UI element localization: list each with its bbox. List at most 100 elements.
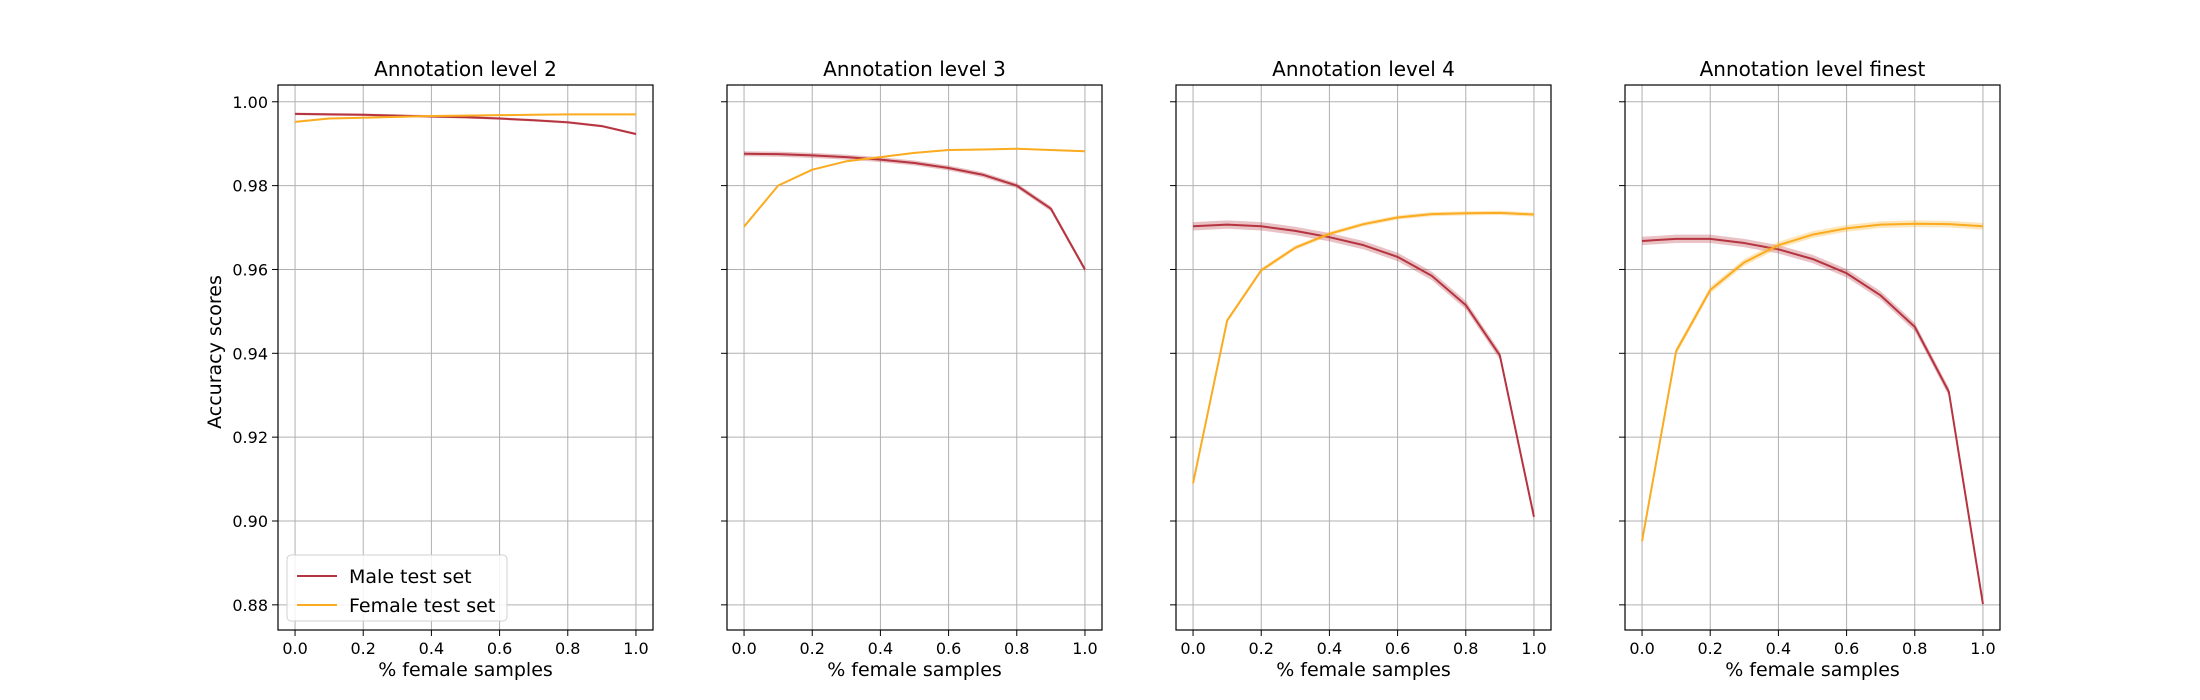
male-data-point xyxy=(982,174,984,176)
legend: Male test set Female test set xyxy=(286,554,508,622)
female-data-point xyxy=(1982,225,1984,227)
male-data-point xyxy=(1743,242,1745,244)
male-data-point xyxy=(1226,224,1228,226)
male-data-point xyxy=(1465,304,1467,306)
male-data-point xyxy=(1050,208,1052,210)
y-tick-label: 0.96 xyxy=(232,260,268,279)
plot-frame xyxy=(277,84,654,631)
female-confidence-band xyxy=(744,147,1085,228)
male-data-point xyxy=(1328,236,1330,238)
female-data-point xyxy=(982,149,984,151)
x-tick-label: 0.4 xyxy=(419,639,444,658)
panel-title: Annotation level 4 xyxy=(1272,57,1455,81)
female-data-point xyxy=(1465,212,1467,214)
female-data-point xyxy=(1743,261,1745,263)
male-data-point xyxy=(1016,185,1018,187)
female-data-point xyxy=(1641,540,1643,542)
panel-4: 0.0 0.2 0.4 0.6 0.8 1.0 Annotation level fines… xyxy=(1619,57,2001,681)
male-data-point xyxy=(845,156,847,158)
male-data-point xyxy=(1675,238,1677,240)
male-data-point xyxy=(567,121,569,123)
male-data-point xyxy=(1641,240,1643,242)
y-tick-label: 0.92 xyxy=(232,428,268,447)
female-data-point xyxy=(1363,223,1365,225)
female-data-point xyxy=(914,152,916,154)
female-data-point xyxy=(1499,212,1501,214)
male-data-point xyxy=(1431,275,1433,277)
female-data-point xyxy=(362,117,364,119)
female-data-point xyxy=(1084,150,1086,152)
panel-title: Annotation level 3 xyxy=(823,57,1006,81)
x-tick-label: 1.0 xyxy=(1072,639,1097,658)
female-data-point xyxy=(1226,320,1228,322)
female-series-line xyxy=(743,147,1085,228)
x-axis-label: % female samples xyxy=(1276,659,1451,681)
plot-frame xyxy=(1175,84,1552,631)
female-data-point xyxy=(1709,289,1711,291)
x-axis-label: % female samples xyxy=(1725,659,1900,681)
male-series-line xyxy=(1192,223,1535,518)
male-series-line xyxy=(1641,237,1984,605)
x-tick-label: 0.2 xyxy=(1698,639,1723,658)
male-data-point xyxy=(1880,294,1882,296)
y-tick-label: 0.94 xyxy=(232,344,268,363)
male-data-point xyxy=(777,153,779,155)
x-tick-label: 0.6 xyxy=(487,639,512,658)
y-tick-label: 0.88 xyxy=(232,596,268,615)
chart-panels: 0.0 0.2 0.4 0.6 0.8 1.0 0.88 0.90 0.92 0.94 0.96 0.… xyxy=(232,57,2001,681)
male-data-point xyxy=(1982,603,1984,605)
x-tick-label: 1.0 xyxy=(623,639,648,658)
female-data-point xyxy=(533,114,535,116)
female-data-point xyxy=(1533,214,1535,216)
male-data-point xyxy=(1260,225,1262,227)
legend-box xyxy=(286,554,508,622)
female-series-line xyxy=(1641,222,1984,542)
female-data-point xyxy=(1914,223,1916,225)
male-data-point xyxy=(533,119,535,121)
male-data-point xyxy=(362,114,364,116)
male-data-point xyxy=(743,153,745,155)
panel-1: 0.0 0.2 0.4 0.6 0.8 1.0 0.88 0.90 0.92 0.94 0.96 0.… xyxy=(232,57,654,681)
female-data-point xyxy=(635,113,637,115)
panel-title: Annotation level finest xyxy=(1700,57,1926,81)
female-data-point xyxy=(601,113,603,115)
male-confidence-band xyxy=(1642,234,1983,609)
x-tick-label: 0.8 xyxy=(1004,639,1029,658)
male-data-point xyxy=(1192,225,1194,227)
female-data-point xyxy=(811,169,813,171)
female-data-point xyxy=(845,160,847,162)
female-data-point xyxy=(328,118,330,120)
female-data-point xyxy=(1260,269,1262,271)
female-series-line xyxy=(1192,211,1535,484)
female-data-point xyxy=(1846,227,1848,229)
x-tick-label: 0.0 xyxy=(1180,639,1205,658)
x-tick-label: 0.2 xyxy=(1249,639,1274,658)
x-tick-label: 0.0 xyxy=(1629,639,1654,658)
female-data-point xyxy=(1675,350,1677,352)
male-series-line xyxy=(295,112,637,136)
female-data-point xyxy=(1397,216,1399,218)
female-data-point xyxy=(1016,148,1018,150)
panel-3: 0.0 0.2 0.4 0.6 0.8 1.0 Annotation level 4 % fe… xyxy=(1170,57,1552,681)
male-data-point xyxy=(1363,244,1365,246)
male-data-point xyxy=(1846,272,1848,274)
y-tick-label: 0.90 xyxy=(232,512,268,531)
female-series-line xyxy=(294,113,636,123)
female-data-point xyxy=(430,115,432,117)
female-data-point xyxy=(1948,223,1950,225)
male-confidence-band xyxy=(1193,220,1534,521)
female-data-point xyxy=(743,226,745,228)
female-data-point xyxy=(948,149,950,151)
female-data-point xyxy=(465,115,467,117)
female-data-point xyxy=(294,121,296,123)
x-tick-label: 0.2 xyxy=(800,639,825,658)
female-data-point xyxy=(879,156,881,158)
male-legend-label: Male test set xyxy=(349,566,472,588)
x-tick-label: 0.0 xyxy=(282,639,307,658)
male-confidence-band xyxy=(744,151,1085,272)
female-data-point xyxy=(1431,213,1433,215)
male-data-point xyxy=(1533,516,1535,518)
x-tick-label: 0.8 xyxy=(1453,639,1478,658)
female-data-point xyxy=(777,185,779,187)
